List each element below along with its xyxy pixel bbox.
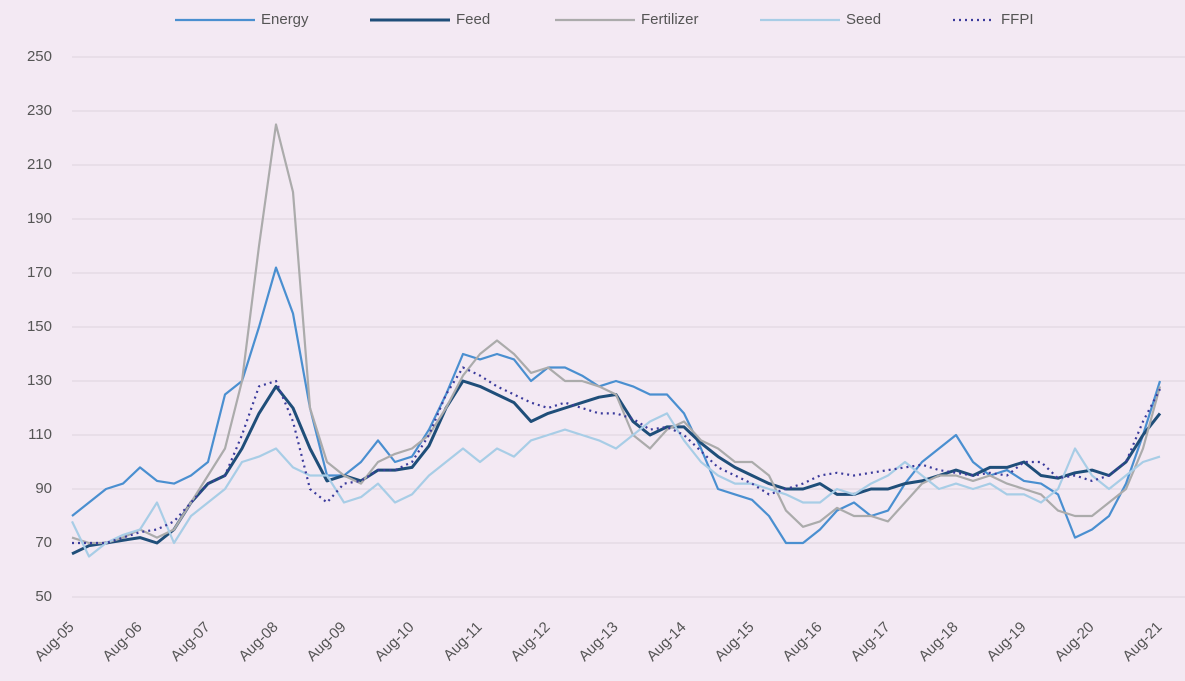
series-line (71, 123, 1162, 545)
y-tick-label: 110 (28, 426, 52, 443)
legend-label: Energy (261, 11, 309, 28)
y-tick-label: 190 (27, 210, 52, 227)
legend-label: Seed (846, 11, 881, 28)
y-tick-label: 90 (35, 480, 52, 497)
series-line (72, 366, 1161, 545)
y-tick-label: 70 (35, 534, 52, 551)
y-tick-label: 50 (35, 588, 52, 605)
y-tick-label: 170 (27, 264, 52, 281)
y-tick-label: 230 (27, 102, 52, 119)
legend-label: Feed (456, 11, 490, 28)
y-tick-label: 150 (27, 318, 52, 335)
y-tick-label: 210 (27, 156, 52, 173)
y-tick-label: 130 (27, 372, 52, 389)
series-line (71, 412, 1161, 558)
legend-label: FFPI (1001, 11, 1034, 28)
y-tick-label: 250 (27, 48, 52, 65)
series-line (71, 266, 1162, 545)
legend-label: Fertilizer (641, 11, 699, 28)
